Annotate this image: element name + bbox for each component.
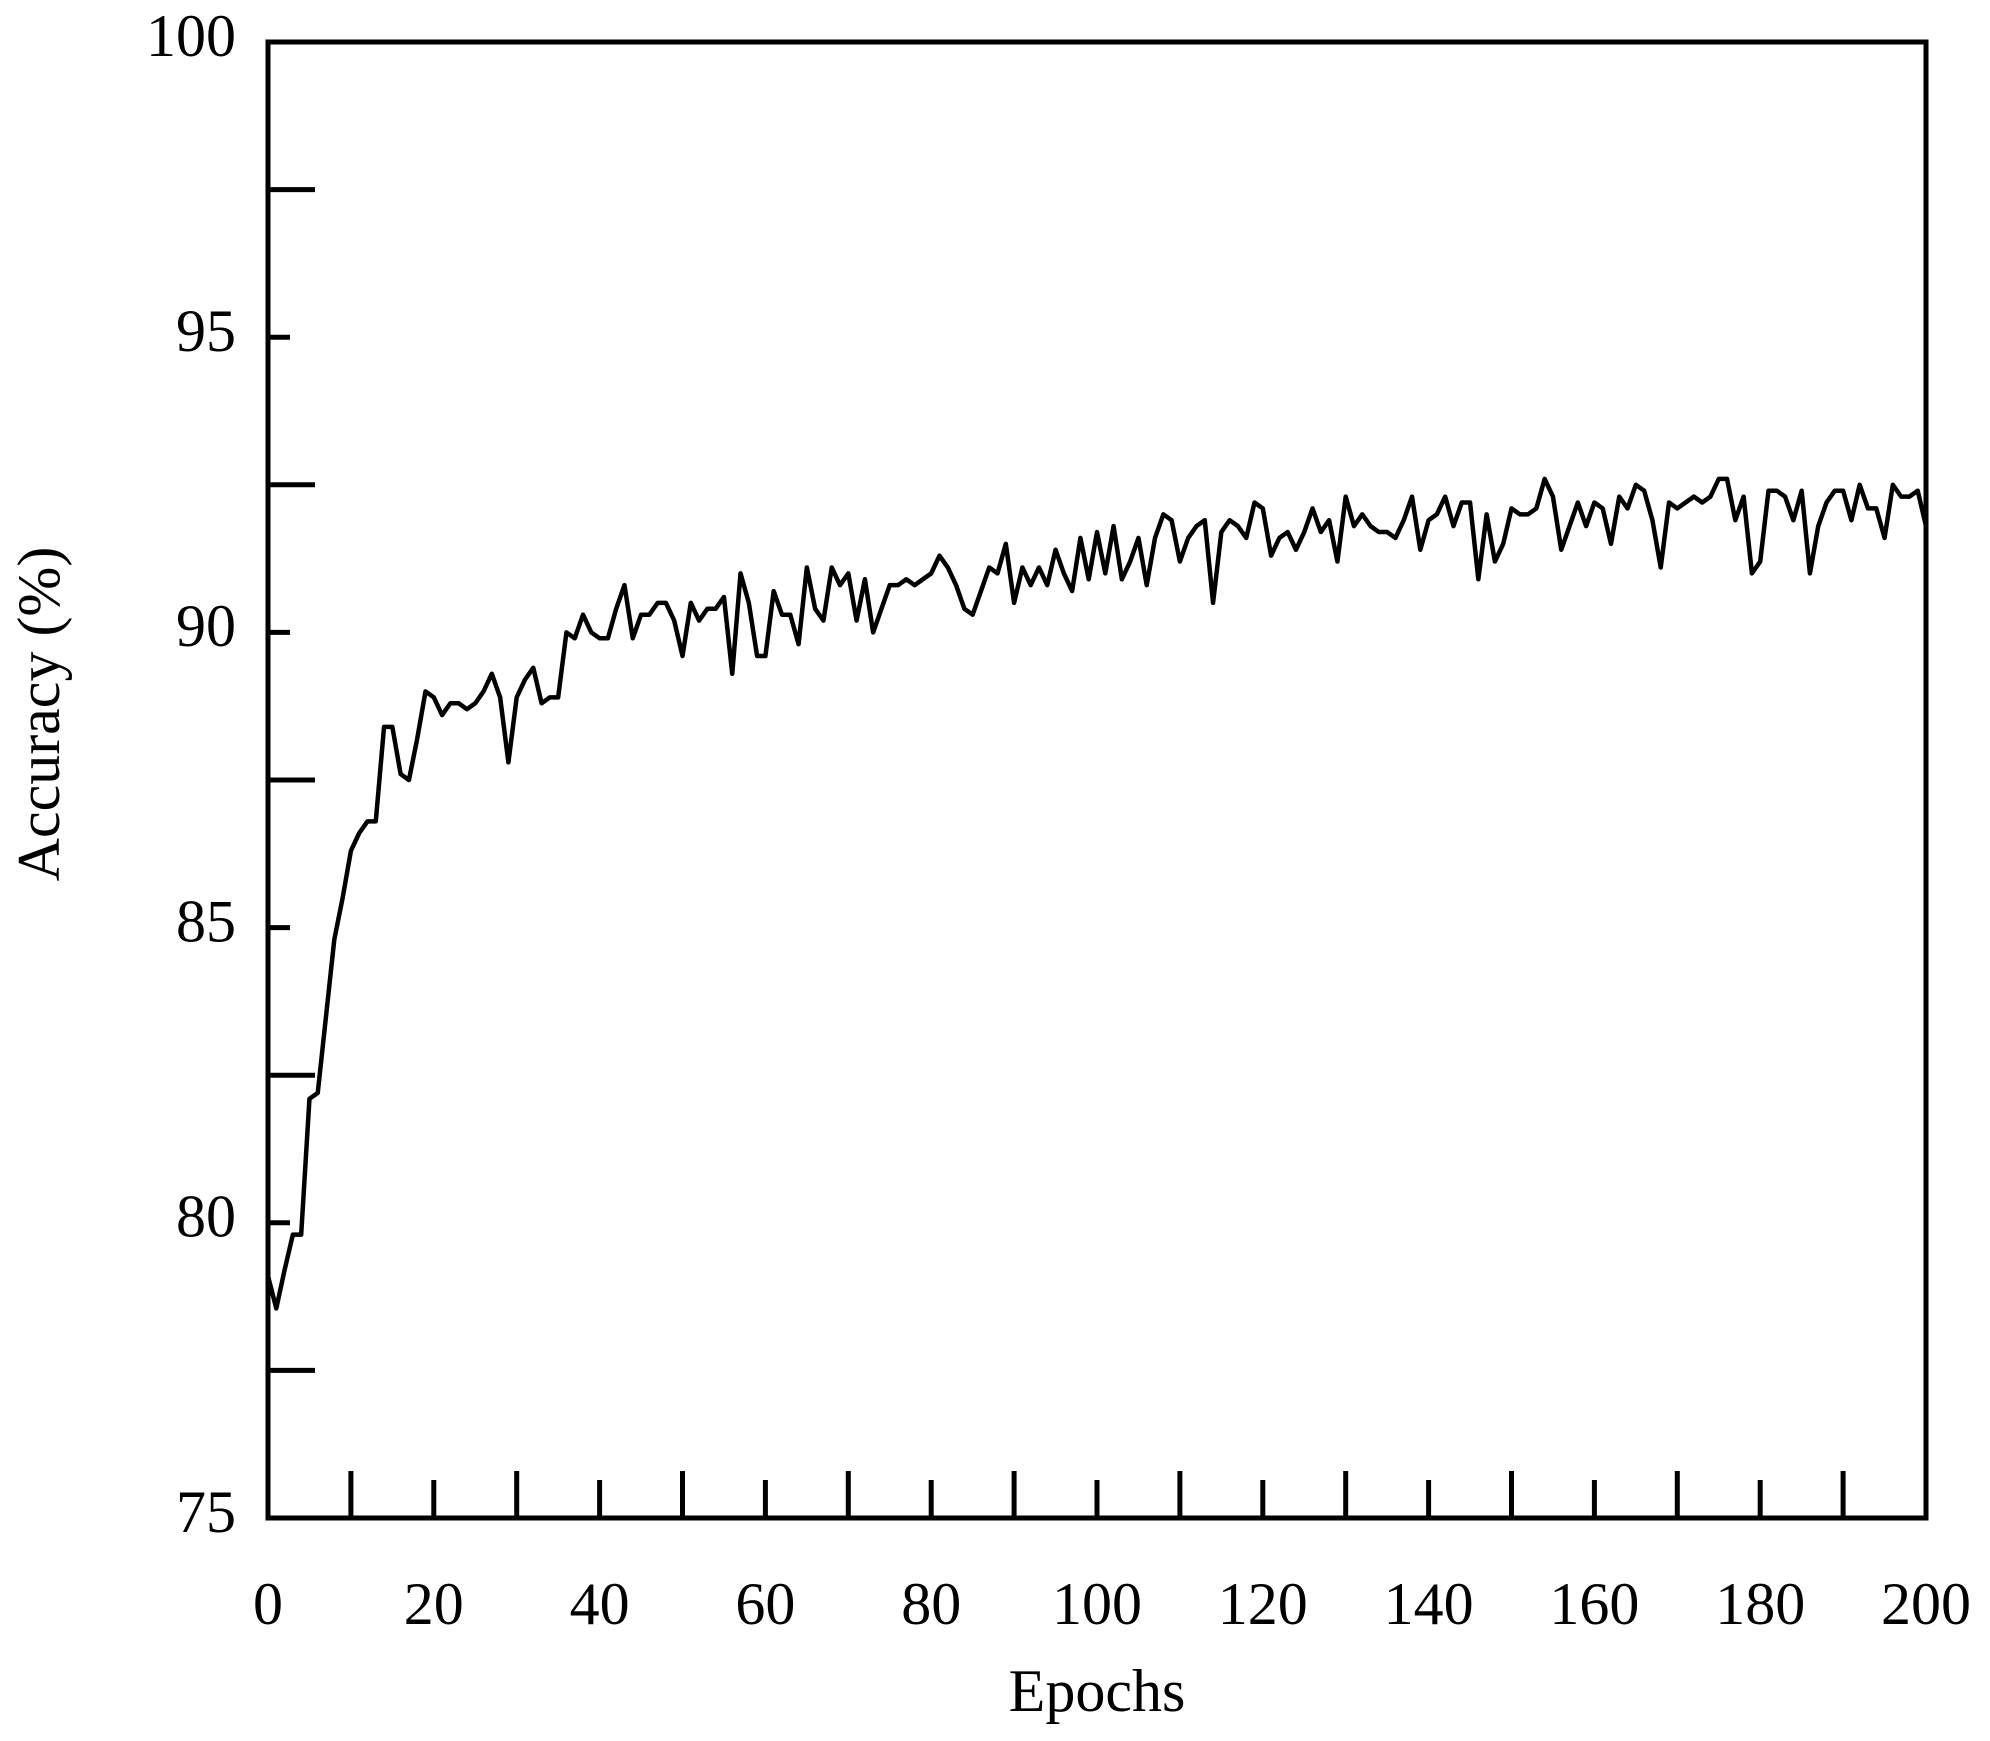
- x-tick-label: 140: [1384, 1571, 1474, 1637]
- x-tick-label: 200: [1881, 1571, 1971, 1637]
- y-tick-label: 75: [176, 1479, 236, 1545]
- y-tick-label: 80: [176, 1184, 236, 1250]
- x-tick-label: 160: [1549, 1571, 1639, 1637]
- y-tick-label: 100: [146, 3, 236, 69]
- x-tick-label: 40: [570, 1571, 630, 1637]
- x-tick-label: 80: [901, 1571, 961, 1637]
- x-axis-label: Epochs: [1009, 1658, 1186, 1724]
- accuracy-line: [265, 476, 1929, 1311]
- x-tick-label: 120: [1218, 1571, 1308, 1637]
- x-tick-label: 180: [1715, 1571, 1805, 1637]
- x-tick-label: 60: [735, 1571, 795, 1637]
- x-tick-label: 20: [404, 1571, 464, 1637]
- y-tick-label: 90: [176, 593, 236, 659]
- x-tick-label: 0: [253, 1571, 283, 1637]
- plot-frame: [265, 39, 1929, 1521]
- y-tick-label: 85: [176, 888, 236, 954]
- y-tick-label: 95: [176, 298, 236, 364]
- y-axis-label: Accuracy (%): [6, 547, 72, 882]
- x-tick-label: 100: [1052, 1571, 1142, 1637]
